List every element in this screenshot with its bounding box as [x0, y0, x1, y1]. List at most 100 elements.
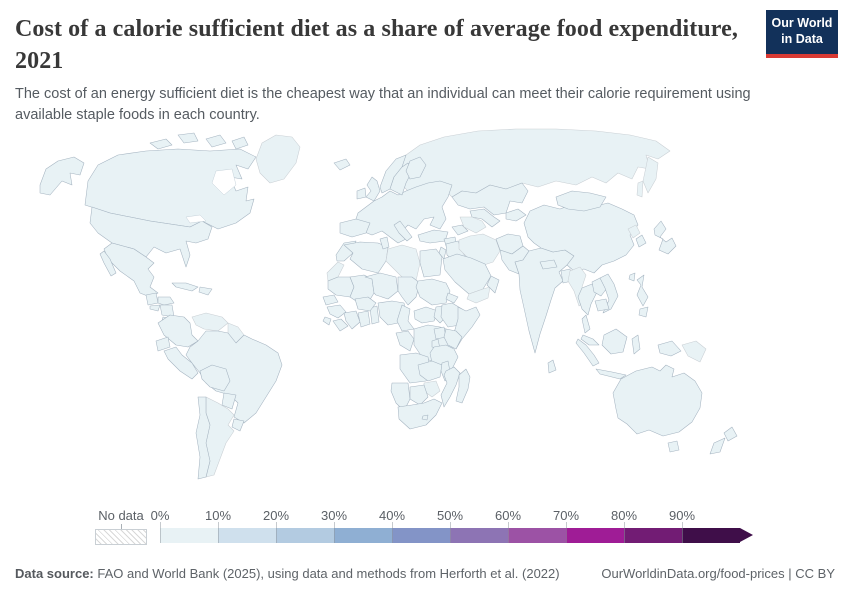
region-italy[interactable] — [393, 220, 413, 242]
region-philippines[interactable] — [636, 274, 649, 318]
region-venezuela[interactable] — [191, 312, 229, 332]
region-europe-mainland[interactable] — [353, 180, 453, 244]
region-kyrgyzstan[interactable] — [505, 208, 527, 222]
region-alaska[interactable] — [39, 156, 85, 196]
region-indonesia-sulawesi[interactable] — [631, 334, 641, 355]
region-caucasus[interactable] — [451, 224, 469, 236]
region-argentina[interactable] — [205, 396, 235, 478]
region-russia-kamchatka[interactable] — [642, 156, 659, 194]
region-kenya[interactable] — [443, 328, 463, 350]
region-indonesia-papua[interactable] — [657, 340, 682, 357]
region-zambia[interactable] — [417, 360, 443, 382]
region-central-african-republic[interactable] — [413, 306, 439, 324]
region-paraguay[interactable] — [221, 392, 237, 410]
legend-bucket-10-20%[interactable] — [218, 528, 276, 543]
region-japan[interactable] — [653, 220, 677, 255]
region-malaysia[interactable] — [580, 334, 600, 346]
region-canada-island[interactable] — [231, 136, 249, 150]
region-uk[interactable] — [365, 176, 381, 202]
region-india[interactable] — [514, 247, 575, 354]
region-south-africa[interactable] — [397, 398, 443, 430]
region-oman[interactable] — [486, 275, 500, 294]
region-iceland[interactable] — [333, 158, 351, 171]
region-china[interactable] — [523, 202, 639, 274]
region-mozambique[interactable] — [440, 366, 461, 408]
region-ghana[interactable] — [357, 310, 371, 328]
region-greenland[interactable] — [255, 134, 301, 184]
region-cuba[interactable] — [171, 282, 199, 292]
region-tasmania[interactable] — [667, 440, 680, 453]
region-taiwan[interactable] — [628, 272, 636, 282]
region-eritrea[interactable] — [445, 292, 459, 304]
region-cambodia[interactable] — [594, 298, 610, 312]
region-saudi-arabia[interactable] — [442, 253, 492, 295]
no-data-swatch[interactable] — [95, 529, 147, 545]
region-north-korea[interactable] — [627, 224, 641, 239]
region-lesotho[interactable] — [421, 414, 429, 421]
legend-bucket-70-80%[interactable] — [566, 528, 624, 543]
region-bolivia[interactable] — [199, 364, 231, 392]
region-finland[interactable] — [405, 156, 427, 180]
region-indonesia-borneo[interactable] — [601, 328, 628, 355]
region-canada-island[interactable] — [149, 138, 173, 150]
region-laos[interactable] — [591, 277, 608, 297]
region-honduras[interactable] — [157, 296, 175, 306]
region-new-zealand-north[interactable] — [723, 426, 738, 442]
region-algeria[interactable] — [343, 241, 389, 274]
region-canada-island[interactable] — [177, 132, 199, 144]
region-uzbekistan[interactable] — [469, 208, 501, 228]
region-kazakhstan[interactable] — [451, 182, 529, 216]
legend-bucket-60-70%[interactable] — [508, 528, 566, 543]
region-egypt[interactable] — [419, 248, 443, 278]
region-togo-benin[interactable] — [369, 305, 380, 325]
region-uruguay[interactable] — [231, 418, 245, 432]
legend-bucket-0-10%[interactable] — [160, 528, 218, 543]
region-ireland[interactable] — [356, 187, 367, 200]
region-liberia[interactable] — [332, 318, 349, 332]
region-guatemala[interactable] — [145, 292, 159, 306]
legend-bucket-30-40%[interactable] — [334, 528, 392, 543]
region-nepal[interactable] — [539, 259, 558, 270]
region-brazil[interactable] — [185, 330, 283, 424]
region-tunisia[interactable] — [379, 236, 390, 250]
region-mexico-baja[interactable] — [99, 250, 117, 277]
legend-no-data[interactable]: No data — [95, 508, 147, 545]
region-indonesia-java[interactable] — [595, 368, 627, 380]
legend-bucket-20-30%[interactable] — [276, 528, 334, 543]
region-papua-new-guinea[interactable] — [681, 340, 707, 363]
region-indonesia-sumatra[interactable] — [575, 338, 600, 367]
region-turkmenistan[interactable] — [459, 216, 487, 234]
legend-bucket-50-60%[interactable] — [450, 528, 508, 543]
region-mauritania[interactable] — [327, 276, 355, 298]
region-canada-island[interactable] — [205, 134, 227, 148]
legend-bucket-90-100%[interactable] — [682, 528, 740, 543]
region-yemen[interactable] — [466, 286, 491, 304]
owid-logo[interactable]: Our World in Data — [766, 10, 838, 59]
region-chile[interactable] — [195, 396, 211, 480]
region-niger[interactable] — [364, 272, 399, 300]
region-ecuador[interactable] — [155, 336, 171, 352]
region-el-salvador[interactable] — [149, 304, 161, 312]
region-peru[interactable] — [163, 346, 199, 380]
region-iberia[interactable] — [339, 218, 371, 238]
region-hispaniola[interactable] — [198, 286, 213, 296]
region-madagascar[interactable] — [455, 368, 471, 404]
region-burkina-faso[interactable] — [354, 296, 377, 312]
region-sudan[interactable] — [415, 278, 451, 306]
region-gabon-congo[interactable] — [395, 330, 415, 352]
region-guinea[interactable] — [326, 304, 347, 319]
region-mongolia[interactable] — [555, 190, 607, 212]
region-sri-lanka[interactable] — [547, 359, 557, 374]
region-australia[interactable] — [612, 364, 703, 437]
legend-bucket-80-90%[interactable] — [624, 528, 682, 543]
region-cote-divoire[interactable] — [343, 310, 361, 330]
legend-bucket-40-50%[interactable] — [392, 528, 450, 543]
region-russia-sakhalin[interactable] — [636, 180, 644, 198]
legend-scale[interactable]: 0% 10% 20% 30% 40% 50% 60% 70% 80% 90% — [151, 508, 760, 554]
region-vietnam[interactable] — [599, 273, 619, 314]
region-sierra-leone[interactable] — [322, 316, 332, 326]
region-chad[interactable] — [397, 276, 421, 306]
region-new-zealand-south[interactable] — [709, 437, 726, 455]
region-western-sahara[interactable] — [326, 261, 345, 282]
footer-link[interactable]: OurWorldinData.org/food-prices | CC BY — [601, 566, 835, 581]
